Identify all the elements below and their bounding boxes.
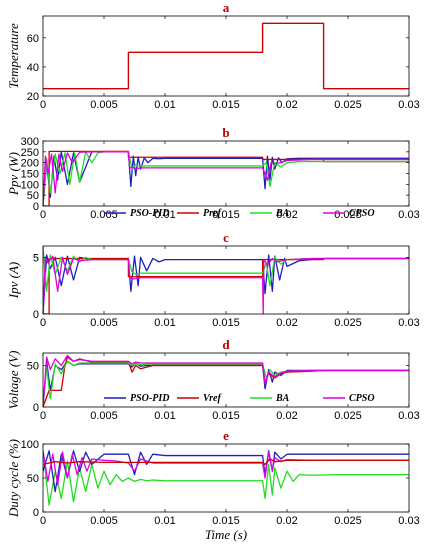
x-tick-label: 0.01 xyxy=(154,410,175,422)
x-tick-label: 0 xyxy=(40,410,46,422)
axes-frame-a xyxy=(42,15,410,97)
y-axis-label-a: Temperature xyxy=(6,23,21,89)
x-tick-label: 0.01 xyxy=(154,515,175,527)
series-vref-d xyxy=(43,356,409,407)
x-tick-label: 0.015 xyxy=(212,317,240,329)
series-line-a xyxy=(43,22,409,90)
x-tick-label: 0.015 xyxy=(212,410,240,422)
panel-title-c: c xyxy=(223,230,229,245)
x-tick-label: 0 xyxy=(40,317,46,329)
series-pref-c xyxy=(43,257,409,314)
legend-label: BA xyxy=(275,393,290,404)
series-cpso-c xyxy=(43,255,409,314)
panel-c: 0 0.005 0.01 0.015 0.02 0.025 0.03 0 5 c Ipv (A) xyxy=(6,230,420,329)
x-tick-label: 0.005 xyxy=(90,515,118,527)
x-tick-label: 0.02 xyxy=(276,209,297,221)
y-axis-label-e: Duty cycle (%) xyxy=(6,439,21,518)
y-tick-label: 200 xyxy=(21,158,39,170)
series-ba-d xyxy=(43,360,409,407)
axes-frame-c xyxy=(42,245,410,315)
x-tick-label: 0.015 xyxy=(212,99,240,111)
series-ba-e xyxy=(43,450,409,506)
y-tick-label: 0 xyxy=(33,309,39,321)
x-tick-label: 0.02 xyxy=(276,515,297,527)
panel-a: 0 0.005 0.01 0.015 0.02 0.025 0.03 20 40 60 a Tempe… xyxy=(6,0,420,111)
x-tick-label: 0.03 xyxy=(398,410,419,422)
x-tick-label: 0.005 xyxy=(90,410,118,422)
panel-b: 0 0.005 0.01 0.015 0.02 0.025 0.03 050100150200… xyxy=(6,125,420,221)
legend-b: PSO-PID Pref BA CPSO xyxy=(104,208,375,219)
traces-c xyxy=(43,246,409,314)
x-tick-label: 0.01 xyxy=(154,99,175,111)
x-tick-label: 0 xyxy=(40,99,46,111)
y-tick-label: 0 xyxy=(33,402,39,414)
x-tick-label: 0.01 xyxy=(154,317,175,329)
traces-e xyxy=(43,450,409,506)
series-pso-pid-c xyxy=(43,254,409,314)
x-tick-label: 0.03 xyxy=(398,209,419,221)
y-tick-label: 300 xyxy=(21,136,39,148)
y-tick-label: 5 xyxy=(33,252,39,264)
series-cpso-b xyxy=(43,151,409,206)
y-tick-label: 20 xyxy=(27,91,39,103)
series-vref-e xyxy=(43,458,409,466)
traces-d xyxy=(43,354,409,407)
y-tick-label: 0 xyxy=(33,201,39,213)
legend-label: CPSO xyxy=(349,208,375,219)
x-tick-label: 0.025 xyxy=(334,410,362,422)
x-tick-label: 0.01 xyxy=(154,209,175,221)
y-tick-label: 100 xyxy=(21,439,39,451)
series-cpso-e xyxy=(43,450,409,486)
y-tick-label: 60 xyxy=(27,33,39,45)
x-tick-label: 0.005 xyxy=(90,317,118,329)
x-tick-label: 0.03 xyxy=(398,99,419,111)
legend-label: BA xyxy=(275,208,290,219)
panel-title-d: d xyxy=(222,337,230,352)
series-cpso-d xyxy=(43,354,409,407)
legend-label: PSO-PID xyxy=(130,208,169,219)
y-tick-label: 50 xyxy=(27,360,39,372)
panel-d: 0 0.005 0.01 0.015 0.02 0.025 0.03 0 50 d Voltage … xyxy=(6,337,420,422)
x-tick-label: 0.03 xyxy=(398,317,419,329)
legend-label: Pref xyxy=(203,208,222,219)
x-tick-label: 0 xyxy=(40,515,46,527)
y-axis-label-d: Voltage (V) xyxy=(6,351,21,410)
x-tick-label: 0.02 xyxy=(276,410,297,422)
legend-d: PSO-PID Vref BA CPSO xyxy=(104,393,375,404)
x-tick-label: 0.015 xyxy=(212,209,240,221)
x-tick-label: 0.02 xyxy=(276,317,297,329)
series-ba-c xyxy=(43,246,409,292)
x-tick-label: 0.025 xyxy=(334,99,362,111)
x-tick-label: 0.025 xyxy=(334,317,362,329)
legend-label: CPSO xyxy=(349,393,375,404)
x-axis-label: Time (s) xyxy=(205,527,247,542)
legend-label: PSO-PID xyxy=(130,393,169,404)
panel-title-e: e xyxy=(223,428,229,443)
panel-e: 0 0.005 0.01 0.015 0.02 0.025 0.03 0 50 100 e Duty … xyxy=(6,428,420,542)
x-tick-label: 0.005 xyxy=(90,99,118,111)
traces-b xyxy=(43,150,409,206)
y-tick-label: 50 xyxy=(27,473,39,485)
y-axis-label-c: Ipv (A) xyxy=(6,262,21,299)
x-tick-label: 0.005 xyxy=(90,209,118,221)
y-tick-label: 50 xyxy=(27,190,39,202)
y-axis-label-b: Ppv (W) xyxy=(6,152,21,196)
x-tick-label: 0.015 xyxy=(212,515,240,527)
panel-title-b: b xyxy=(222,125,229,140)
y-tick-label: 250 xyxy=(21,147,39,159)
x-tick-label: 0.025 xyxy=(334,515,362,527)
x-tick-label: 0 xyxy=(40,209,46,221)
y-tick-label: 40 xyxy=(27,62,39,74)
x-tick-label: 0.02 xyxy=(276,99,297,111)
series-pso-pid-e xyxy=(43,450,409,493)
y-tick-label: 100 xyxy=(21,179,39,191)
x-tick-label: 0.03 xyxy=(398,515,419,527)
traces-a xyxy=(43,22,409,90)
y-tick-label: 0 xyxy=(33,507,39,519)
y-tick-label: 150 xyxy=(21,169,39,181)
x-tick-label: 0.025 xyxy=(334,209,362,221)
legend-label: Vref xyxy=(203,393,222,404)
panel-title-a: a xyxy=(223,0,230,15)
